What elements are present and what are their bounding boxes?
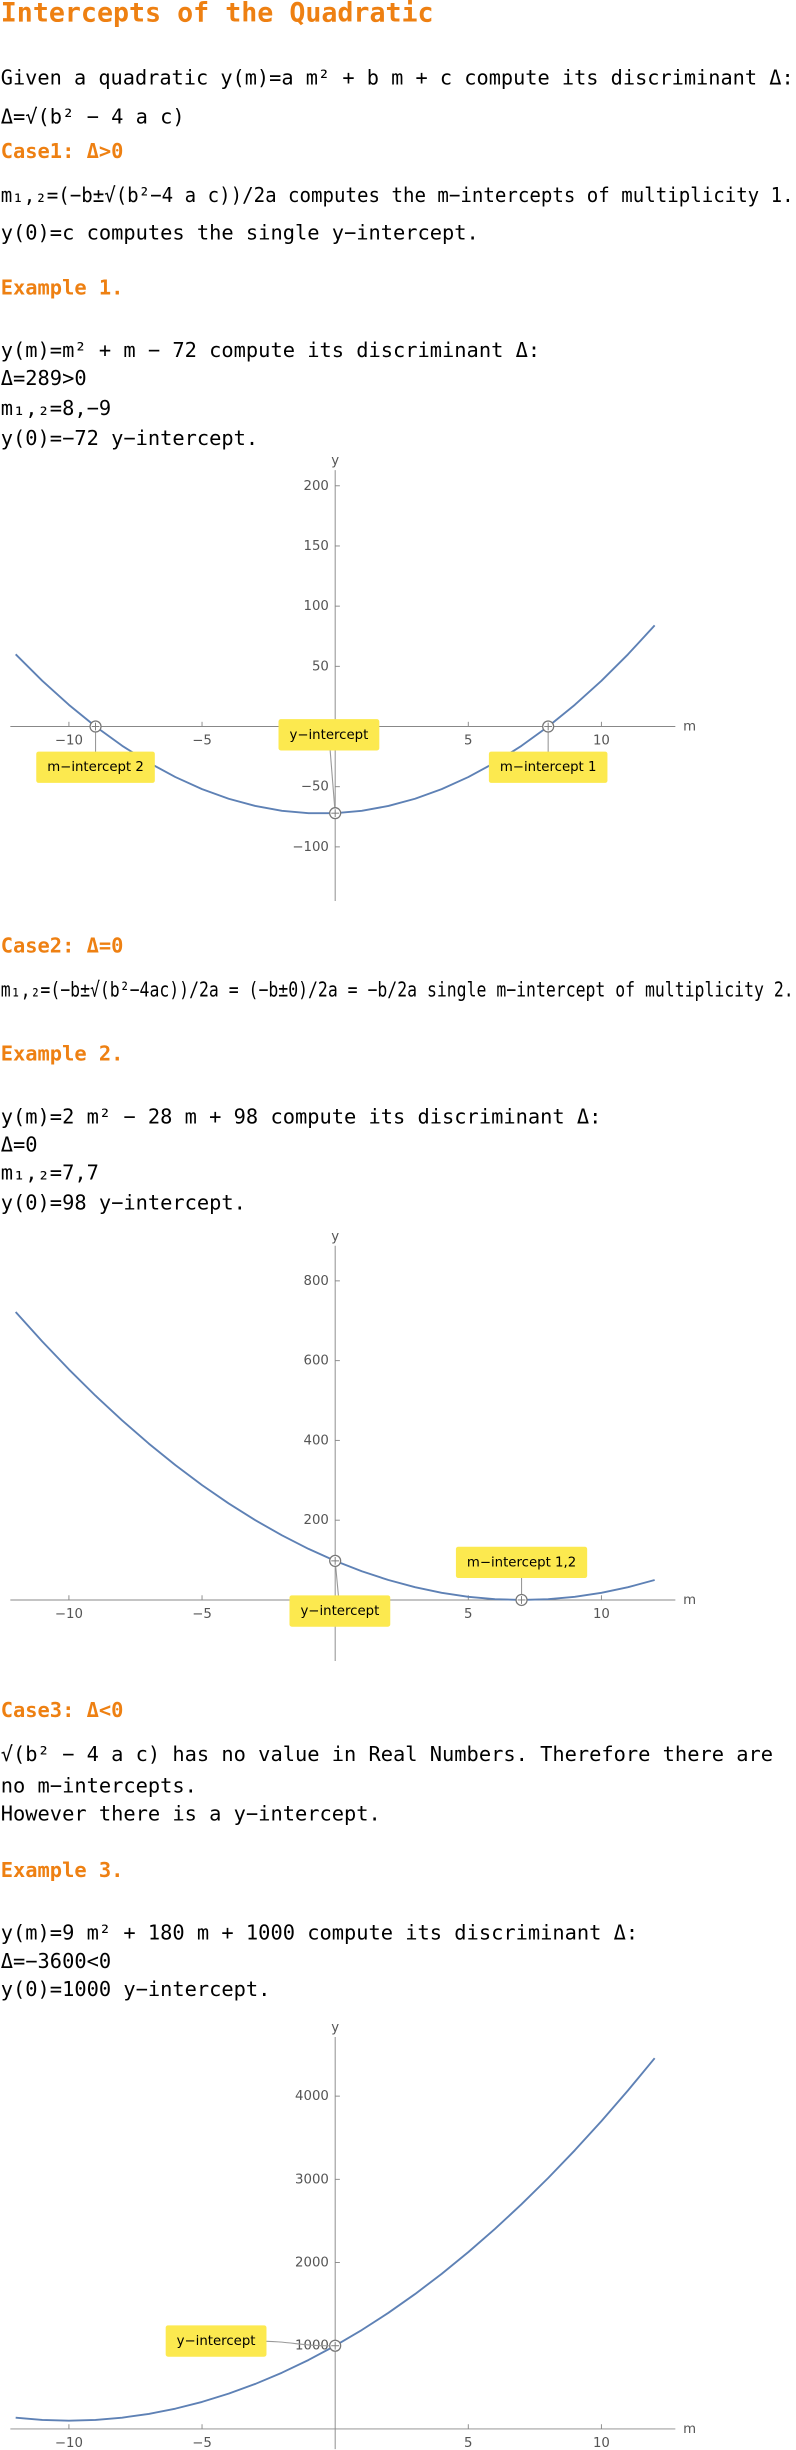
x-tick-label: 10 — [593, 734, 610, 749]
y-tick-label: 400 — [304, 1433, 329, 1448]
text-line: y(0)=1000 y−intercept. — [1, 1977, 271, 2001]
callout-label: y−intercept — [177, 2334, 256, 2349]
y-tick-label: 4000 — [295, 2089, 329, 2104]
y-tick-label: 2000 — [295, 2256, 329, 2271]
text-line: Δ=0 — [1, 1132, 38, 1156]
case-heading: Case3: Δ<0 — [1, 1698, 124, 1722]
y-tick-label: 1000 — [295, 2339, 329, 2354]
text-line: Given a quadratic y(m)=a m² + b m + c co… — [1, 65, 794, 89]
x-tick-label: 10 — [593, 1607, 610, 1622]
x-tick-label: −5 — [192, 2436, 212, 2450]
title: Intercepts of the Quadratic — [1, 0, 434, 29]
x-tick-label: 10 — [593, 2436, 610, 2450]
example-heading: Example 3. — [1, 1858, 124, 1882]
text-line: y(m)=m² + m − 72 compute its discriminan… — [1, 338, 540, 362]
y-tick-label: −50 — [301, 780, 329, 795]
text-line: Δ=−3600<0 — [1, 1949, 111, 1973]
y-axis-label: y — [331, 2021, 339, 2036]
callout-box — [165, 2325, 267, 2357]
text-line: no m−intercepts. — [1, 1773, 197, 1797]
text-line: Δ=289>0 — [1, 366, 87, 390]
text-line: √(b² − 4 a c) has no value in Real Numbe… — [1, 1742, 773, 1766]
text-line: y(0)=98 y−intercept. — [1, 1190, 246, 1214]
y-tick-label: 200 — [304, 479, 329, 494]
text-line: m₁,₂=(−b±√(b²−4 a c))/2a computes the m−… — [1, 183, 794, 207]
x-tick-label: 5 — [464, 1607, 472, 1622]
callout-label: m−intercept 2 — [47, 760, 144, 775]
y-tick-label: 50 — [312, 659, 329, 674]
y-axis-label: y — [331, 1229, 339, 1244]
text-line: y(m)=2 m² − 28 m + 98 compute its discri… — [1, 1104, 602, 1128]
x-axis-label: m — [683, 2422, 696, 2437]
text-line: y(0)=−72 y−intercept. — [1, 426, 258, 450]
text-line: y(m)=9 m² + 180 m + 1000 compute its dis… — [1, 1921, 638, 1945]
x-tick-label: −10 — [55, 734, 83, 749]
case-heading: Case1: Δ>0 — [1, 139, 124, 163]
callout-box — [455, 1546, 588, 1579]
x-tick-label: 5 — [464, 2436, 472, 2450]
text-line: y(0)=c computes the single y−intercept. — [1, 221, 479, 245]
y-tick-label: 150 — [304, 539, 329, 554]
example-heading: Example 1. — [1, 275, 124, 299]
y-tick-label: −100 — [292, 840, 329, 855]
callout-label: y−intercept — [289, 728, 368, 743]
y-tick-label: 3000 — [295, 2172, 329, 2187]
case-heading: Case2: Δ=0 — [1, 933, 124, 957]
callout-box — [289, 1595, 391, 1627]
text-line: However there is a y−intercept. — [1, 1802, 381, 1826]
text-line: m₁,₂=8,−9 — [1, 396, 111, 420]
text-line: Δ=√(b² − 4 a c) — [1, 105, 185, 129]
callout-label: m−intercept 1,2 — [467, 1555, 576, 1570]
example-heading: Example 2. — [1, 1042, 124, 1066]
x-tick-label: −10 — [55, 2436, 83, 2450]
callout-box — [488, 751, 608, 783]
callout-label: m−intercept 1 — [500, 760, 597, 775]
y-tick-label: 600 — [304, 1354, 329, 1369]
text-line: m₁,₂=(−b±√(b²−4ac))/2a = (−b±0)/2a = −b/… — [1, 977, 794, 1001]
x-axis-label: m — [683, 1593, 696, 1608]
x-tick-label: −10 — [55, 1607, 83, 1622]
callout-box — [36, 751, 155, 783]
y-axis-label: y — [331, 454, 339, 469]
y-tick-label: 100 — [304, 599, 329, 614]
x-tick-label: −5 — [192, 1607, 212, 1622]
x-tick-label: −5 — [192, 734, 212, 749]
x-axis-label: m — [683, 720, 696, 735]
callout-label: y−intercept — [300, 1604, 379, 1619]
callout-box — [278, 719, 380, 751]
text-line: m₁,₂=7,7 — [1, 1161, 99, 1185]
x-tick-label: 5 — [464, 734, 472, 749]
y-tick-label: 800 — [304, 1274, 329, 1289]
y-tick-label: 200 — [304, 1513, 329, 1528]
